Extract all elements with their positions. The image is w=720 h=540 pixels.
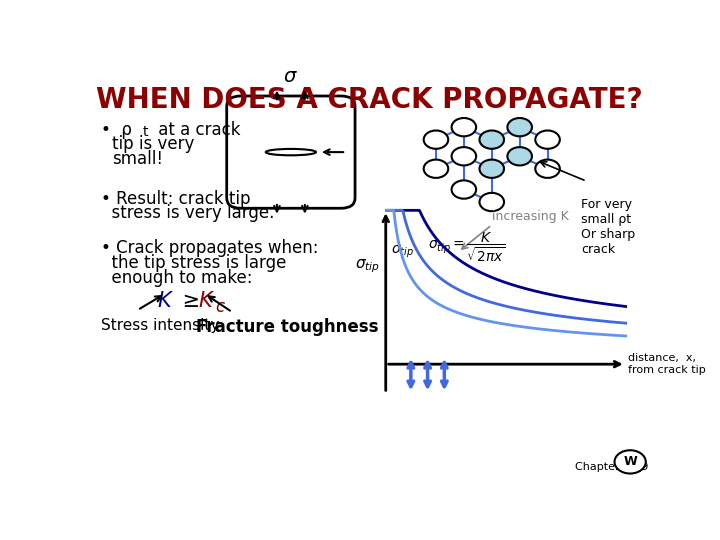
Circle shape [615,450,646,474]
Circle shape [508,147,532,165]
Circle shape [423,131,449,149]
Text: tip is very: tip is very [112,136,194,153]
Ellipse shape [266,149,316,156]
Text: K: K [199,292,212,312]
Text: • Result: crack tip: • Result: crack tip [101,190,251,207]
Text: increasing K: increasing K [492,210,569,223]
Circle shape [480,193,504,211]
Text: Fracture toughness: Fracture toughness [196,319,379,336]
Text: Chapter 8-  9: Chapter 8- 9 [575,462,649,472]
Circle shape [480,160,504,178]
FancyBboxPatch shape [227,96,355,208]
Circle shape [508,118,532,136]
Text: c: c [215,298,225,316]
Text: For very
small ρt
Or sharp
crack: For very small ρt Or sharp crack [581,198,635,256]
Text: $\sigma_{tip}$: $\sigma_{tip}$ [392,244,415,260]
Circle shape [451,118,476,136]
Text: at a crack: at a crack [153,121,240,139]
Text: distance,  x,
from crack tip: distance, x, from crack tip [629,353,706,375]
Text: Stress intensity: Stress intensity [101,319,220,333]
Circle shape [423,160,449,178]
Circle shape [480,131,504,149]
Text: WHEN DOES A CRACK PROPAGATE?: WHEN DOES A CRACK PROPAGATE? [96,85,642,113]
Text: t: t [143,125,148,139]
Text: the tip stress is large: the tip stress is large [101,254,287,272]
Text: $\sigma_{tip}$: $\sigma_{tip}$ [355,258,380,275]
Text: W: W [624,455,637,468]
Text: small!: small! [112,150,163,168]
Circle shape [451,180,476,199]
Circle shape [535,160,560,178]
Text: •  ρ: • ρ [101,121,132,139]
Text: ≥: ≥ [176,292,207,312]
Circle shape [535,131,560,149]
Text: K: K [157,292,171,312]
Text: enough to make:: enough to make: [101,268,253,287]
Text: stress is very large.: stress is very large. [101,204,274,222]
Text: • Crack propagates when:: • Crack propagates when: [101,239,319,258]
Circle shape [451,147,476,165]
Text: $\sigma$: $\sigma$ [284,66,298,85]
Text: $\sigma_{tip} = \dfrac{K}{\sqrt{2\pi x}}$: $\sigma_{tip} = \dfrac{K}{\sqrt{2\pi x}}… [428,231,505,265]
